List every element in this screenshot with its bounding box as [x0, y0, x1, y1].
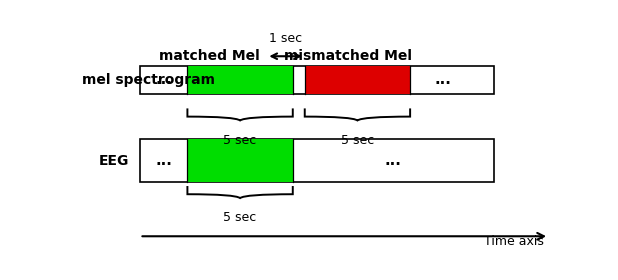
Text: 5 sec: 5 sec — [224, 211, 256, 225]
Text: ...: ... — [385, 153, 402, 168]
Text: EEG: EEG — [99, 154, 129, 168]
Text: 1 sec: 1 sec — [269, 32, 302, 45]
Text: mismatched Mel: mismatched Mel — [284, 49, 412, 63]
Bar — [140, 66, 494, 94]
Text: ...: ... — [434, 73, 451, 87]
Text: 5 sec: 5 sec — [341, 134, 374, 147]
Bar — [187, 66, 293, 94]
Bar — [305, 66, 410, 94]
Text: mel spectrogram: mel spectrogram — [82, 73, 215, 87]
Text: Time axis: Time axis — [485, 235, 544, 248]
Text: 5 sec: 5 sec — [224, 134, 256, 147]
Text: matched Mel: matched Mel — [159, 49, 260, 63]
Bar — [187, 139, 293, 182]
Text: ...: ... — [155, 73, 172, 87]
Bar — [140, 139, 494, 182]
Text: ...: ... — [155, 153, 172, 168]
